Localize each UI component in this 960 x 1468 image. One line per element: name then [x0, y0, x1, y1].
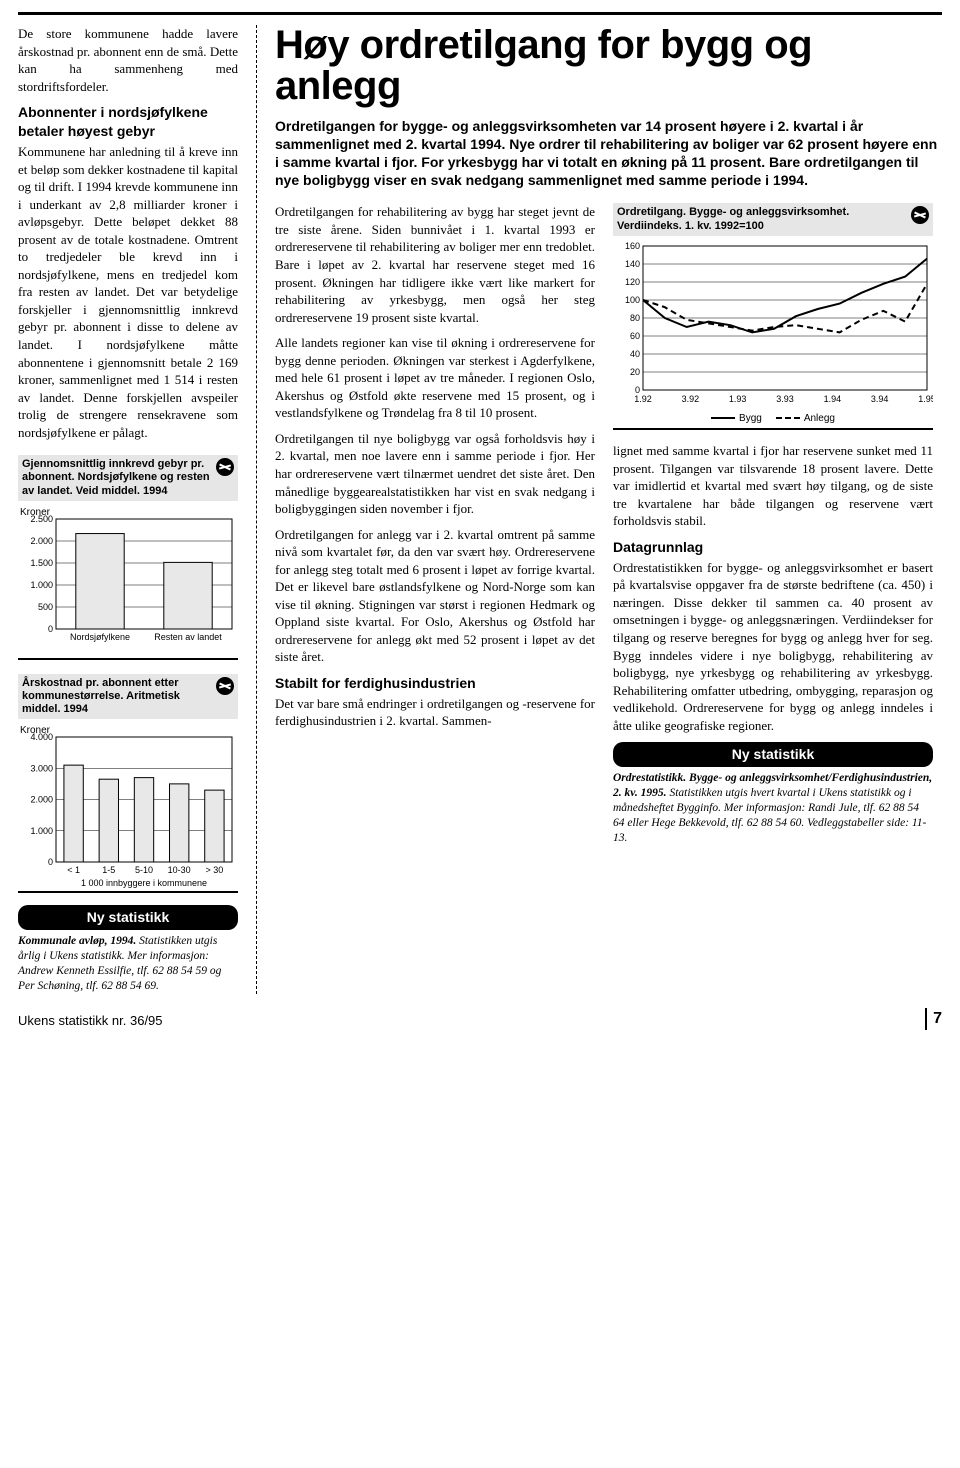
chart2-title: Årskostnad pr. abonnent etter kommunestø… [22, 677, 210, 717]
svg-text:0: 0 [48, 624, 53, 634]
svg-text:160: 160 [625, 241, 640, 251]
svg-text:Resten av landet: Resten av landet [154, 632, 222, 642]
left-ref-title: Kommunale avløp, 1994. [18, 935, 136, 947]
right-ref: Ordrestatistikk. Bygge- og anleggsvirkso… [613, 771, 933, 846]
article-p3: Ordretilgangen til nye boligbygg var ogs… [275, 430, 595, 518]
svg-text:2.000: 2.000 [30, 536, 53, 546]
footer-page-number: 7 [933, 1008, 942, 1030]
article-headline: Høy ordretilgang for bygg og anlegg [275, 25, 942, 107]
column-divider [256, 25, 257, 994]
svg-text:3.94: 3.94 [871, 394, 889, 404]
svg-text:40: 40 [630, 349, 640, 359]
left-ref: Kommunale avløp, 1994. Statistikken utgi… [18, 934, 238, 994]
chart3-legend: Bygg Anlegg [613, 412, 933, 426]
svg-text:1.500: 1.500 [30, 558, 53, 568]
svg-text:10-30: 10-30 [168, 865, 191, 875]
svg-text:1.94: 1.94 [824, 394, 842, 404]
svg-text:100: 100 [625, 295, 640, 305]
svg-text:3.000: 3.000 [30, 764, 53, 774]
legend-anlegg: Anlegg [804, 412, 835, 426]
left-intro: De store kommunene hadde lavere årskostn… [18, 25, 238, 95]
article-wrap: Høy ordretilgang for bygg og anlegg Ordr… [275, 25, 942, 994]
svg-text:1.95: 1.95 [918, 394, 933, 404]
svg-text:20: 20 [630, 367, 640, 377]
chart-badge-icon [216, 677, 234, 695]
svg-text:1 000 innbyggere i kommunene: 1 000 innbyggere i kommunene [81, 878, 207, 888]
svg-text:500: 500 [38, 602, 53, 612]
chart3-title: Ordretilgang. Bygge- og anleggsvirksomhe… [617, 206, 905, 232]
svg-text:1.000: 1.000 [30, 580, 53, 590]
svg-text:120: 120 [625, 277, 640, 287]
left-column: De store kommunene hadde lavere årskostn… [18, 25, 238, 994]
article-lede: Ordretilgangen for bygge- og anleggsvirk… [275, 117, 942, 190]
article-p4: Ordretilgangen for anlegg var i 2. kvart… [275, 526, 595, 666]
chart-badge-icon [911, 206, 929, 224]
chart3-svg: 0204060801001201401601.923.921.933.931.9… [613, 240, 933, 410]
article-p2: Alle landets regioner kan vise til øknin… [275, 334, 595, 422]
article-p5: Det var bare små endringer i ordretilgan… [275, 695, 595, 730]
article-p1: Ordretilgangen for rehabilitering av byg… [275, 203, 595, 326]
right-column: Ordretilgang. Bygge- og anleggsvirksomhe… [613, 203, 933, 846]
svg-text:> 30: > 30 [206, 865, 224, 875]
svg-text:2.000: 2.000 [30, 795, 53, 805]
svg-text:2.500: 2.500 [30, 514, 53, 524]
article-p5b: lignet med samme kvartal i fjor har rese… [613, 442, 933, 530]
svg-text:1.000: 1.000 [30, 826, 53, 836]
sub-datagrunnlag: Datagrunnlag [613, 538, 933, 557]
svg-text:3.93: 3.93 [776, 394, 794, 404]
chart-gebyr: Gjennomsnittlig innkrevd gebyr pr. abonn… [18, 455, 238, 660]
svg-text:< 1: < 1 [67, 865, 80, 875]
svg-text:0: 0 [48, 857, 53, 867]
sub-stabilt: Stabilt for ferdighusindustrien [275, 674, 595, 693]
footer-issue: Ukens statistikk nr. 36/95 [18, 1012, 163, 1030]
svg-text:1-5: 1-5 [102, 865, 115, 875]
chart-badge-icon [216, 458, 234, 476]
page-footer: Ukens statistikk nr. 36/95 7 [18, 1008, 942, 1030]
svg-text:60: 60 [630, 331, 640, 341]
svg-text:5-10: 5-10 [135, 865, 153, 875]
svg-text:140: 140 [625, 259, 640, 269]
ny-statistikk-bar-right: Ny statistikk [613, 742, 933, 767]
top-rule [18, 12, 942, 15]
chart-ordretilgang: Ordretilgang. Bygge- og anleggsvirksomhe… [613, 203, 933, 430]
left-para: Kommunene har anledning til å kreve inn … [18, 143, 238, 441]
svg-text:1.93: 1.93 [729, 394, 747, 404]
ny-statistikk-bar-left: Ny statistikk [18, 905, 238, 930]
chart1-svg: Kroner05001.0001.5002.0002.500Nordsjøfyl… [18, 505, 238, 655]
svg-text:Nordsjøfylkene: Nordsjøfylkene [70, 632, 130, 642]
svg-text:1.92: 1.92 [634, 394, 652, 404]
svg-text:4.000: 4.000 [30, 732, 53, 742]
chart1-title: Gjennomsnittlig innkrevd gebyr pr. abonn… [22, 458, 210, 498]
page-columns: De store kommunene hadde lavere årskostn… [18, 25, 942, 994]
svg-text:80: 80 [630, 313, 640, 323]
legend-bygg: Bygg [739, 412, 762, 426]
middle-column: Ordretilgangen for rehabilitering av byg… [275, 203, 595, 846]
svg-text:3.92: 3.92 [682, 394, 700, 404]
chart2-svg: Kroner01.0002.0003.0004.000< 11-55-1010-… [18, 723, 238, 888]
article-p6: Ordrestatistikken for bygge- og anleggsv… [613, 559, 933, 734]
chart-arskostnad: Årskostnad pr. abonnent etter kommunestø… [18, 674, 238, 894]
left-subhead: Abonnenter i nordsjøfylkene betaler høye… [18, 103, 238, 141]
